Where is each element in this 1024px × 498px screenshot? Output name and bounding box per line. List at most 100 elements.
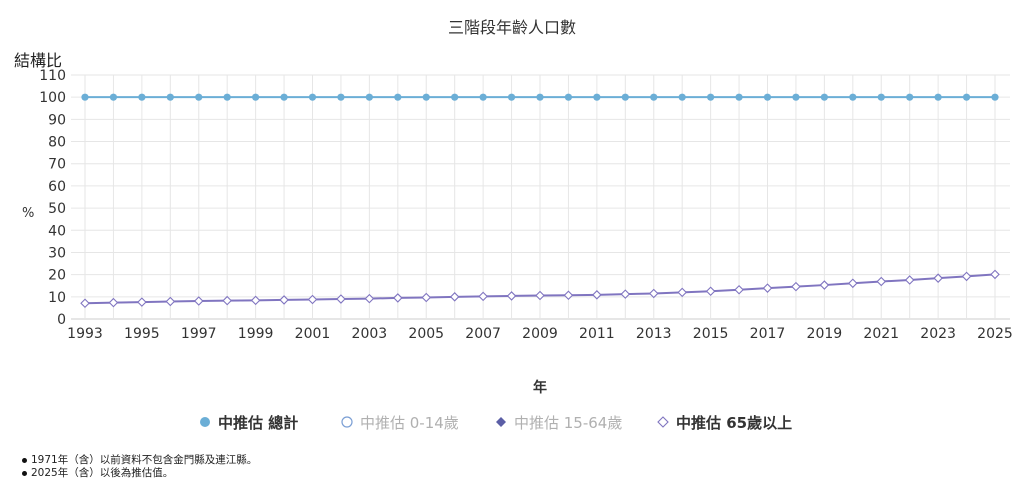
circle-open-icon — [341, 416, 353, 428]
data-point[interactable] — [961, 271, 972, 282]
data-point[interactable] — [108, 297, 119, 308]
data-point — [657, 416, 669, 428]
x-tick-label: 2019 — [807, 326, 843, 342]
y-tick-label: 60 — [48, 179, 66, 195]
footnote-item: 1971年（含）以前資料不包含金門縣及連江縣。 — [22, 454, 257, 467]
y-tick-label: 100 — [39, 90, 66, 106]
y-tick-label: 80 — [48, 135, 66, 151]
data-point[interactable] — [620, 289, 631, 299]
data-point[interactable] — [848, 278, 858, 289]
y-tick-label: 20 — [48, 268, 66, 284]
data-point[interactable] — [223, 93, 231, 101]
data-point[interactable] — [535, 290, 545, 301]
data-point[interactable] — [279, 295, 289, 305]
data-point[interactable] — [422, 93, 430, 101]
data-point[interactable] — [648, 288, 659, 299]
data-point[interactable] — [479, 93, 487, 101]
x-tick-label: 1995 — [124, 326, 160, 342]
x-axis: 1993 1995 1997 1999 2001 2003 2005 2007 2009 2011… — [67, 326, 1013, 342]
data-point[interactable] — [735, 93, 743, 101]
legend-label: 中推估 65歲以上 — [676, 413, 793, 432]
data-point[interactable] — [394, 93, 402, 101]
chart-title: 三階段年齡人口數 — [448, 18, 576, 37]
data-point[interactable] — [819, 280, 830, 290]
data-point[interactable] — [991, 93, 999, 101]
y-tick-label: 90 — [48, 112, 66, 128]
data-point[interactable] — [336, 294, 346, 304]
data-point[interactable] — [707, 93, 715, 101]
data-point[interactable] — [364, 293, 375, 304]
data-point[interactable] — [933, 273, 943, 283]
x-axis-title: 年 — [533, 379, 547, 396]
data-point[interactable] — [536, 93, 544, 101]
data-point[interactable] — [507, 93, 516, 101]
data-point[interactable] — [166, 93, 174, 101]
data-point[interactable] — [478, 291, 488, 302]
data-point[interactable] — [252, 93, 260, 101]
data-point[interactable] — [137, 297, 147, 307]
bullet-icon — [22, 458, 27, 463]
legend-item[interactable]: 中推估 15-64歲 — [494, 408, 622, 436]
y-tick-label: 70 — [48, 157, 66, 173]
series-group — [80, 93, 1000, 309]
data-point[interactable] — [962, 93, 971, 101]
data-point[interactable] — [621, 93, 629, 101]
data-point[interactable] — [791, 281, 801, 292]
data-point[interactable] — [934, 93, 942, 101]
data-point[interactable] — [109, 93, 118, 101]
data-point[interactable] — [80, 298, 90, 309]
data-point[interactable] — [451, 93, 459, 101]
data-point[interactable] — [677, 287, 687, 298]
data-point[interactable] — [421, 292, 432, 303]
data-point[interactable] — [81, 93, 89, 101]
data-point[interactable] — [195, 93, 203, 101]
data-point[interactable] — [650, 93, 658, 101]
data-point[interactable] — [307, 294, 318, 305]
data-point[interactable] — [990, 269, 1000, 280]
series-line — [80, 269, 1000, 309]
legend-item[interactable]: 中推估 0-14歲 — [340, 408, 459, 436]
data-point[interactable] — [678, 93, 686, 101]
x-tick-label: 2001 — [295, 326, 331, 342]
data-point[interactable] — [849, 93, 857, 101]
data-point[interactable] — [904, 275, 915, 285]
data-point — [496, 417, 506, 427]
legend-item[interactable]: 中推估 65歲以上 — [656, 408, 792, 436]
x-tick-label: 2005 — [408, 326, 444, 342]
data-point[interactable] — [877, 93, 885, 101]
data-point[interactable] — [705, 286, 716, 297]
data-point[interactable] — [563, 290, 574, 301]
data-point[interactable] — [593, 93, 601, 101]
data-point[interactable] — [337, 93, 345, 101]
y-tick-label: 40 — [48, 223, 66, 239]
data-point[interactable] — [365, 93, 373, 101]
data-point[interactable] — [308, 93, 317, 101]
legend: 中推估 總計 中推估 0-14歲 中推估 15-64歲 中推估 65歲以上 — [0, 408, 1024, 436]
legend-item[interactable]: 中推估 總計 — [198, 408, 298, 436]
data-point[interactable] — [734, 284, 744, 295]
legend-label: 中推估 15-64歲 — [514, 413, 623, 432]
data-point[interactable] — [876, 276, 887, 287]
data-point[interactable] — [592, 290, 602, 300]
x-tick-label: 2021 — [863, 326, 899, 342]
data-point[interactable] — [165, 296, 176, 307]
data-point[interactable] — [280, 93, 288, 101]
data-point[interactable] — [222, 295, 232, 306]
data-point[interactable] — [763, 93, 772, 101]
data-point[interactable] — [506, 291, 517, 301]
data-point[interactable] — [820, 93, 828, 101]
data-point[interactable] — [792, 93, 800, 101]
data-point[interactable] — [250, 295, 261, 306]
circle-filled-icon — [200, 417, 210, 427]
data-point[interactable] — [138, 93, 146, 101]
y-tick-label: 50 — [48, 201, 66, 217]
data-point[interactable] — [906, 93, 914, 101]
y-axis-title: 結構比 — [14, 51, 62, 70]
footnote-text: 2025年（含）以後為推估值。 — [31, 467, 174, 479]
data-point[interactable] — [449, 292, 460, 302]
data-point[interactable] — [564, 93, 573, 101]
x-tick-label: 2013 — [636, 326, 672, 342]
data-point[interactable] — [393, 293, 403, 303]
data-point[interactable] — [193, 296, 204, 306]
data-point[interactable] — [762, 283, 773, 293]
